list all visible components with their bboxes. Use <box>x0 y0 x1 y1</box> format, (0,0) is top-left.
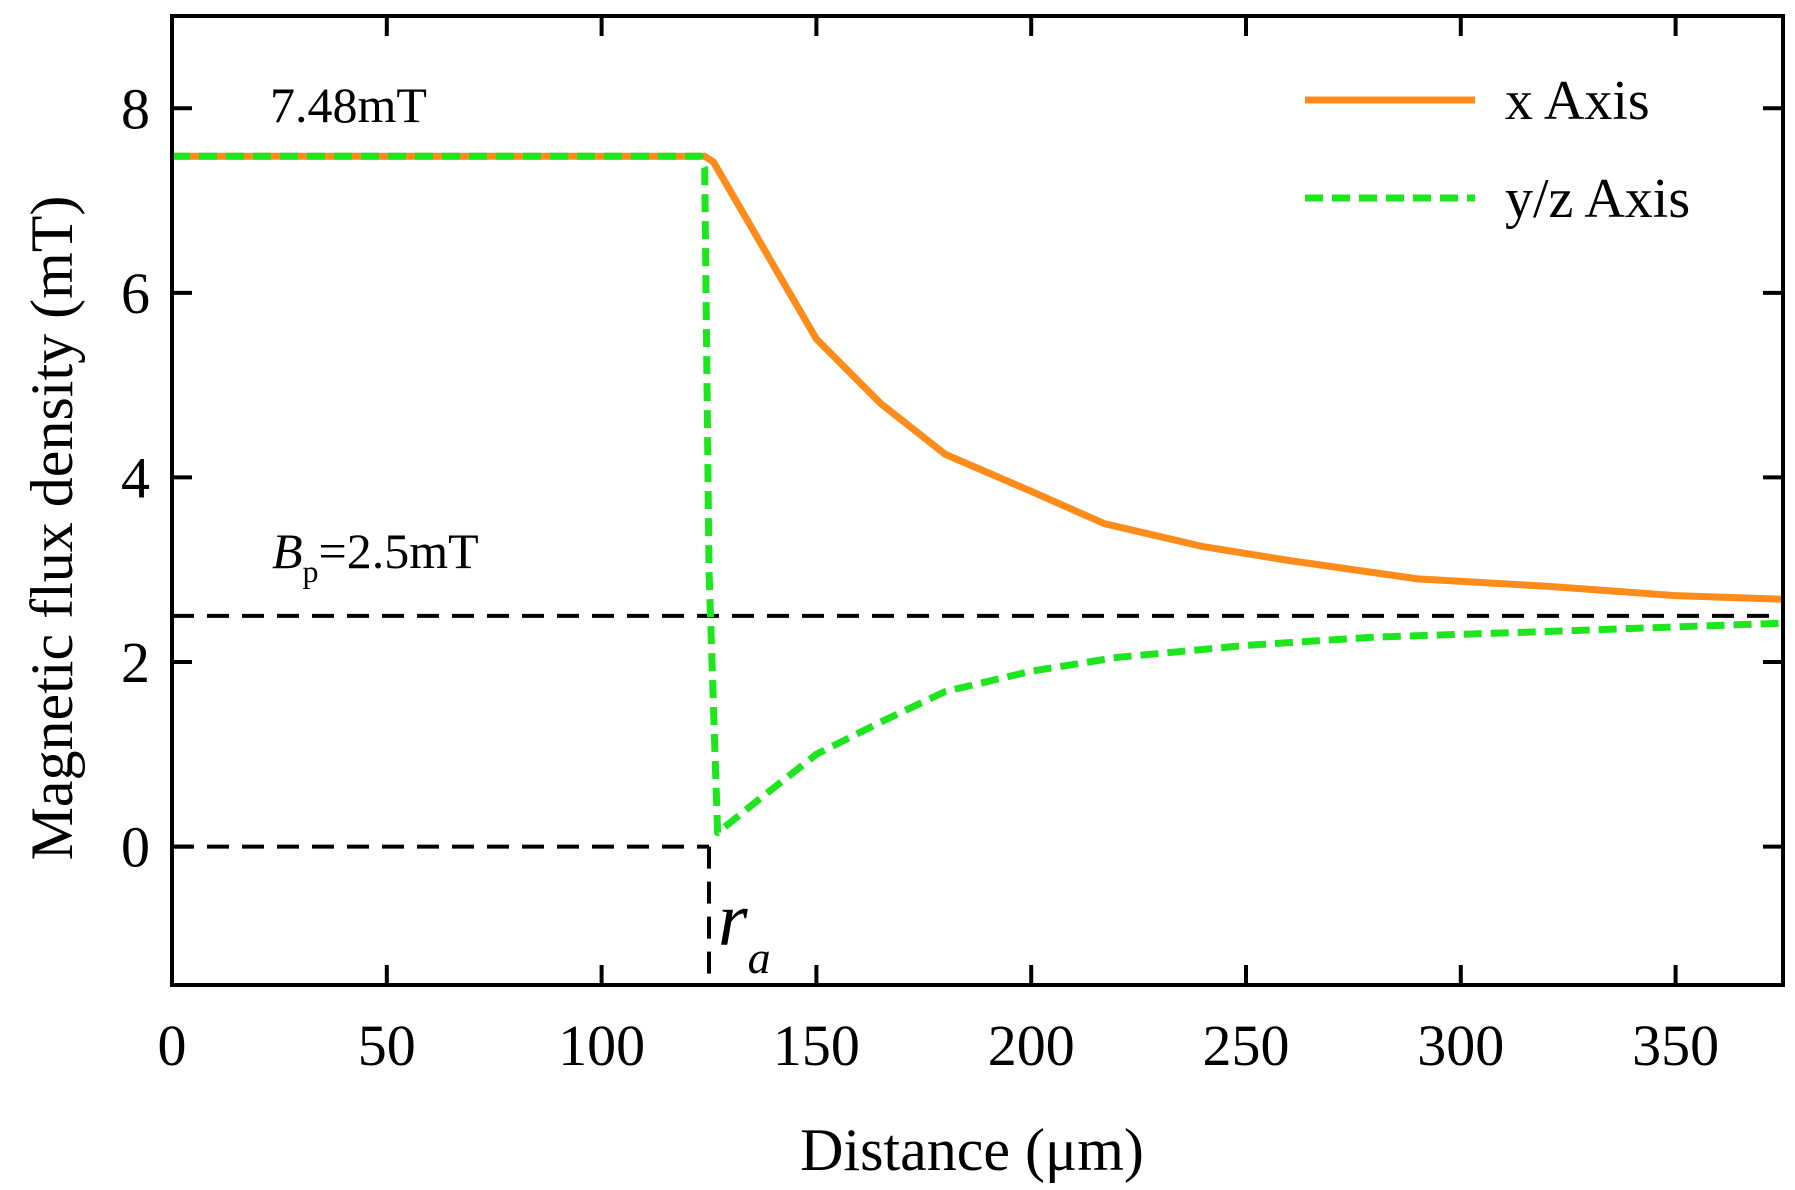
annotation-bp: Bp=2.5mT <box>272 523 479 589</box>
annotation-ra-sub: a <box>748 932 771 983</box>
x-tick-label: 150 <box>773 1013 860 1078</box>
series-layer <box>172 152 1784 837</box>
annotation-bp-letter: B <box>272 523 303 579</box>
x-tick-label: 300 <box>1417 1013 1504 1078</box>
x-tick-label: 0 <box>158 1013 187 1078</box>
x-tick-label: 250 <box>1203 1013 1290 1078</box>
reference-lines <box>172 613 1783 985</box>
legend-label: y/z Axis <box>1505 168 1690 230</box>
y-tick-label: 4 <box>121 445 150 510</box>
y-tick-label: 8 <box>121 76 150 141</box>
annotation-bp-sub: p <box>303 553 319 589</box>
x-axis-title: Distance (μm) <box>800 1117 1144 1183</box>
axis-ticks <box>170 16 1783 985</box>
annotation-ra: ra <box>718 878 771 983</box>
legend-label: x Axis <box>1505 70 1650 132</box>
series-line-x-axis <box>172 152 1784 603</box>
x-tick-label: 350 <box>1632 1013 1719 1078</box>
tick-labels: 0 50 100 150 200 250 300 350 0 2 4 6 8 <box>121 76 1719 1078</box>
y-tick-label: 0 <box>121 815 150 880</box>
y-tick-label: 6 <box>121 261 150 326</box>
annotation-bp-value: =2.5mT <box>319 523 479 579</box>
annotation-ra-letter: r <box>718 878 748 962</box>
series-line-yz-axis <box>172 152 1784 837</box>
x-tick-label: 200 <box>988 1013 1075 1078</box>
plot-frame <box>170 14 1785 987</box>
y-axis-title: Magnetic flux density (mT) <box>19 196 85 861</box>
legend: x Axis y/z Axis <box>1305 70 1690 230</box>
annotation-top-value: 7.48mT <box>270 77 427 133</box>
x-tick-label: 50 <box>358 1013 416 1078</box>
x-tick-label: 100 <box>558 1013 645 1078</box>
y-tick-label: 2 <box>121 630 150 695</box>
